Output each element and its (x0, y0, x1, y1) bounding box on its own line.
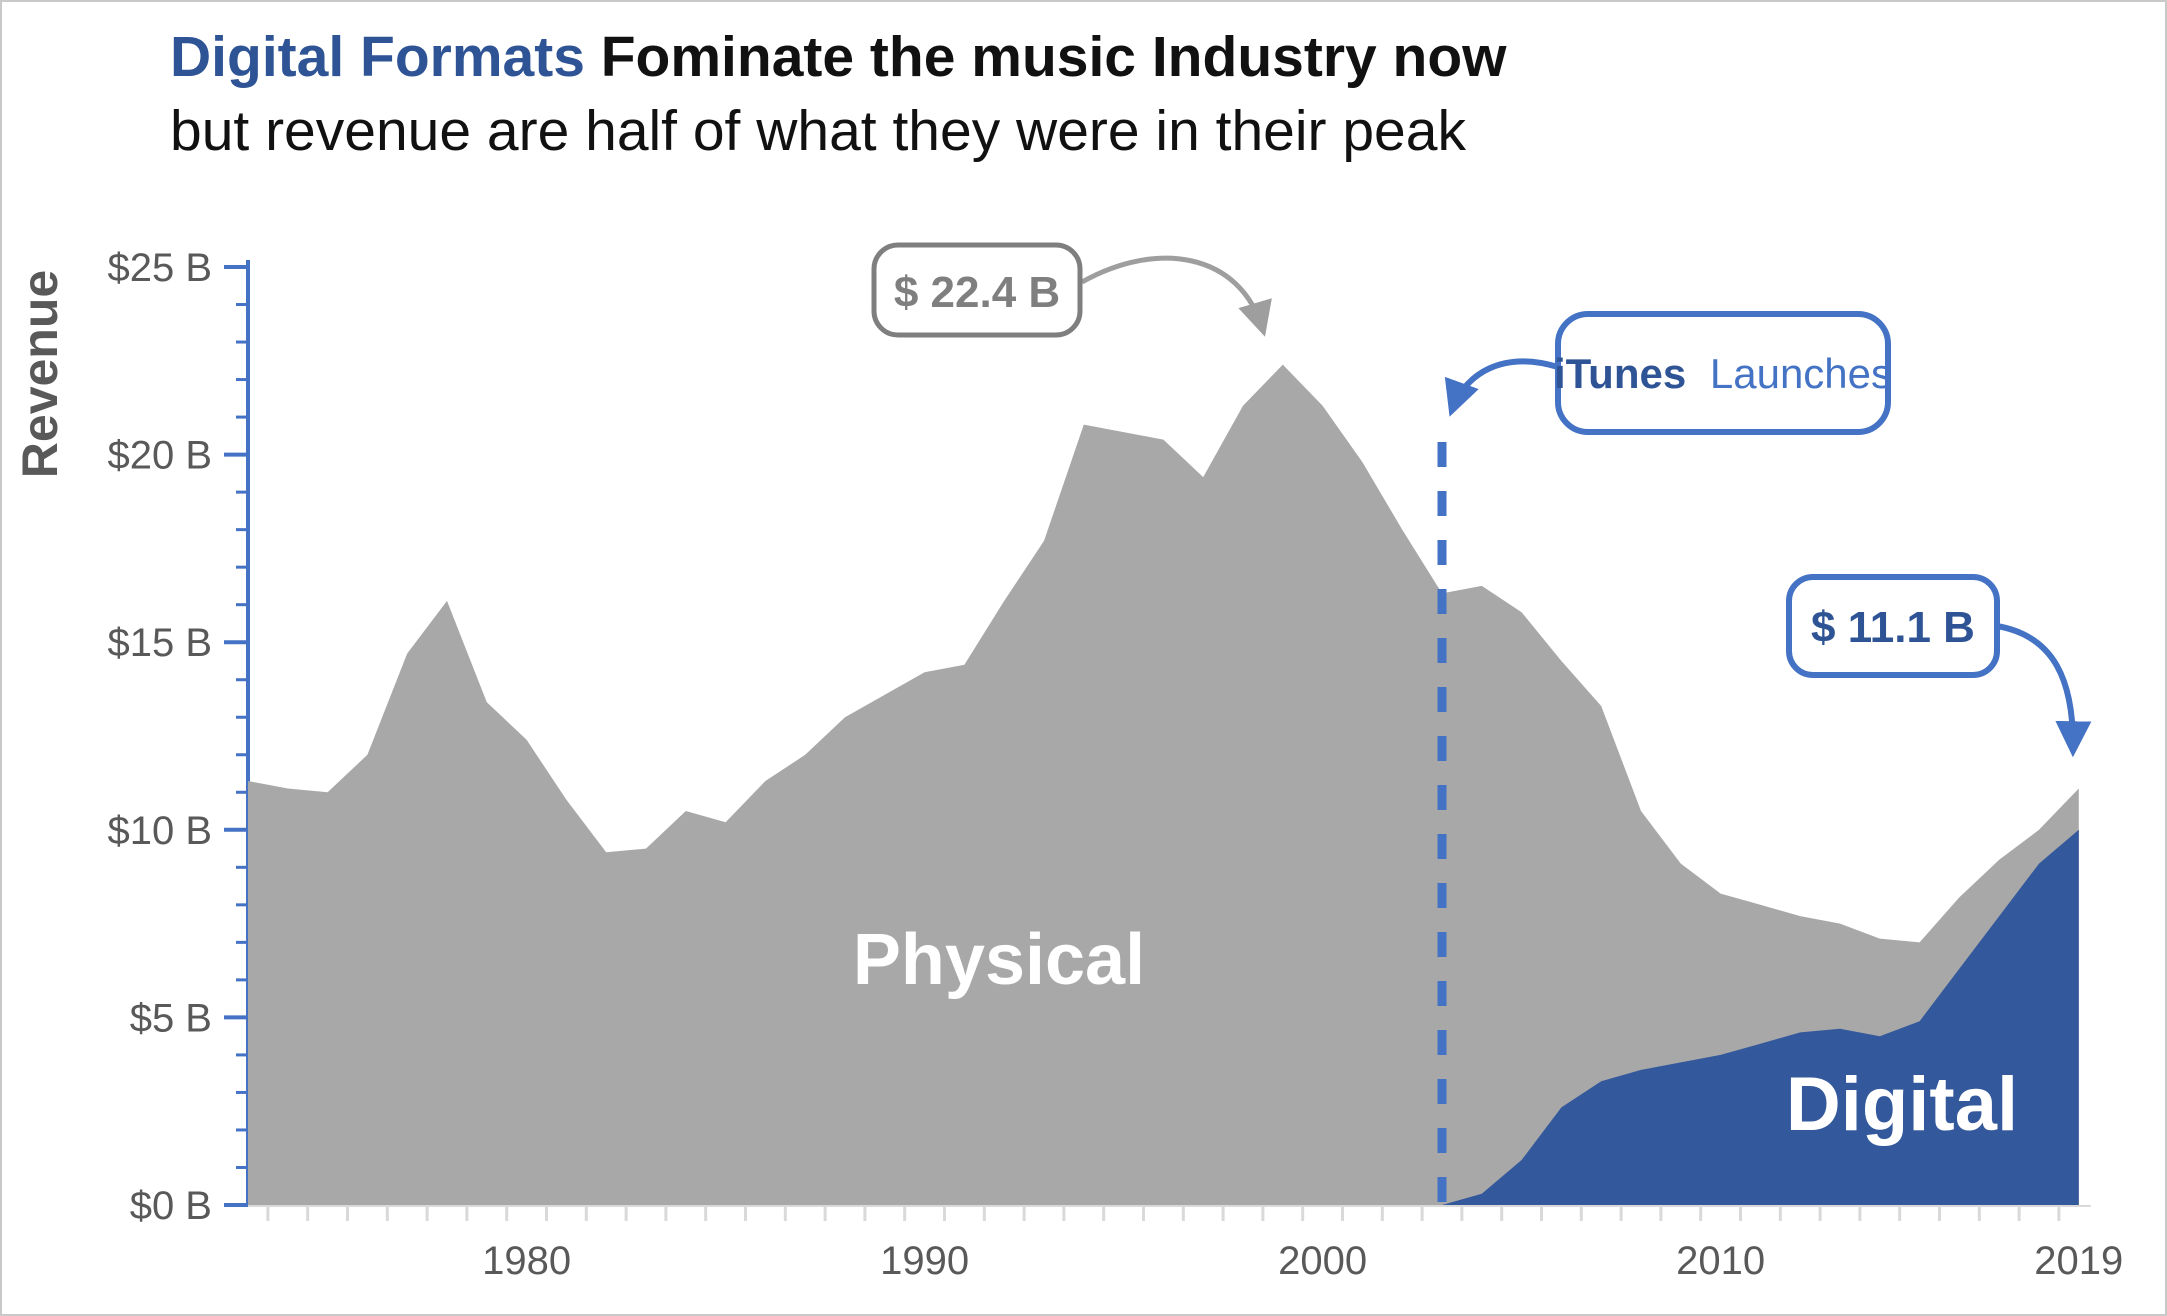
x-tick-label: 2019 (2034, 1239, 2123, 1283)
y-tick-label: $5 B (130, 996, 212, 1040)
chart-title-highlight: Digital Formats (170, 25, 585, 89)
y-axis-title: Revenue (12, 270, 68, 478)
chart-title: Digital Formats Fominate the music Indus… (170, 24, 1507, 90)
x-tick-label: 2000 (1278, 1239, 1367, 1283)
y-tick-label: $15 B (107, 621, 212, 665)
x-tick-label: 2010 (1676, 1239, 1765, 1283)
physical-series-label: Physical (853, 920, 1145, 1000)
latest-callout-label: $ 11.1 B (1811, 603, 1975, 652)
itunes-callout-label-bold: iTunes (1554, 350, 1686, 397)
peak-callout-box (871, 242, 1083, 338)
peak-callout-arrow (1080, 255, 1272, 337)
peak-callout: $ 22.4 B (871, 242, 1272, 338)
physical-area-shape (248, 364, 2079, 1206)
y-tick-label: $10 B (107, 809, 212, 853)
chart-title-rest: Fominate the music Industry now (584, 25, 1507, 89)
y-tick-label: $0 B (130, 1184, 212, 1228)
y-tick-label: $20 B (107, 434, 212, 478)
x-axis: 1980 1990 2000 2010 2019 (248, 1205, 2123, 1283)
peak-callout-label: $ 22.4 B (894, 268, 1060, 317)
latest-callout-box (1786, 574, 2000, 678)
latest-callout: $ 11.1 B (1786, 574, 2092, 758)
area-series (248, 364, 2079, 1206)
itunes-callout: iTunes Launches (1444, 311, 1892, 435)
chart-subtitle: but revenue are half of what they were i… (170, 99, 1466, 163)
x-tick-label: 1990 (880, 1239, 969, 1283)
x-tick-label: 1980 (482, 1239, 571, 1283)
digital-area-shape (1442, 829, 2079, 1205)
itunes-callout-label-rest: Launches (1710, 350, 1892, 397)
annotation-layer: Revenue Physical Digital $ 22.4 B iTunes… (12, 242, 2092, 1147)
latest-callout-arrow (1996, 623, 2092, 758)
itunes-callout-arrow (1444, 358, 1559, 417)
y-axis: $25 B $20 B $15 B $10 B $5 B $0 B (107, 246, 250, 1228)
y-tick-label: $25 B (107, 246, 212, 290)
itunes-callout-label: iTunes Launches (1554, 350, 1892, 397)
digital-series-label: Digital (1786, 1062, 2018, 1147)
itunes-callout-box (1555, 311, 1891, 435)
